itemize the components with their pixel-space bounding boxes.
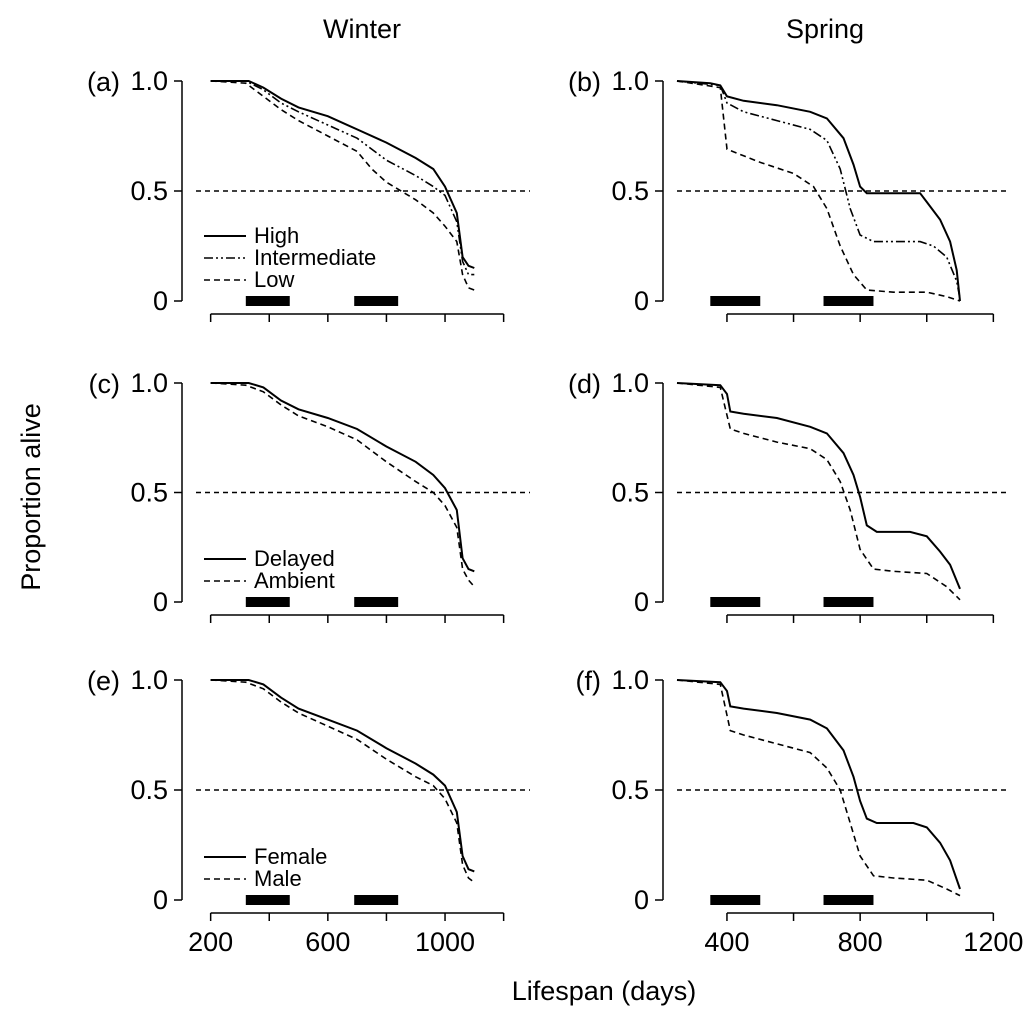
y-tick-label: 0 — [634, 587, 649, 617]
panel-letter: (b) — [568, 67, 601, 97]
x-tick-label: 200 — [188, 927, 233, 957]
series-line-male — [676, 679, 961, 897]
x-tick-label: 600 — [305, 927, 350, 957]
series-line-male — [210, 679, 475, 884]
series-line-ambient — [676, 382, 961, 601]
x-tick-label: 800 — [838, 927, 883, 957]
y-tick-label: 0 — [153, 286, 168, 316]
period-bar — [823, 296, 874, 306]
y-tick-label: 0 — [153, 587, 168, 617]
period-bar — [710, 895, 761, 905]
column-title-spring: Spring — [786, 14, 864, 44]
series-line-delayed — [210, 382, 475, 573]
column-title-winter: Winter — [323, 14, 401, 44]
period-bar — [823, 597, 874, 607]
panel-letter: (c) — [89, 369, 120, 399]
y-tick-label: 1.0 — [130, 665, 168, 695]
period-bar — [710, 597, 761, 607]
y-tick-label: 0.5 — [611, 478, 649, 508]
legend-label: Intermediate — [254, 245, 376, 270]
panel-b: (b) 0 0.5 1.0 — [568, 66, 1010, 322]
panel-f: (f) 0 0.5 1.0 400 800 1200 — [576, 665, 1024, 957]
series-line-intermediate — [210, 80, 475, 276]
panel-d: (d) 0 0.5 1.0 — [568, 368, 1010, 623]
y-tick-label: 0.5 — [130, 478, 168, 508]
y-tick-label: 0.5 — [130, 176, 168, 206]
y-tick-label: 0.5 — [611, 176, 649, 206]
y-tick-label: 1.0 — [611, 368, 649, 398]
x-tick-label: 1000 — [415, 927, 475, 957]
x-tick-label: 400 — [704, 927, 749, 957]
series-line-high — [210, 80, 475, 269]
period-bar — [354, 296, 399, 306]
legend-label: Male — [254, 866, 302, 891]
x-tick-label: 1200 — [963, 927, 1023, 957]
y-tick-label: 1.0 — [611, 66, 649, 96]
legend-label: Delayed — [254, 546, 335, 571]
panel-letter: (d) — [568, 369, 601, 399]
panel-letter: (e) — [87, 666, 120, 696]
panel-letter: (f) — [576, 666, 601, 696]
series-line-female — [676, 679, 961, 890]
x-axis-label: Lifespan (days) — [512, 976, 697, 1006]
period-bar — [823, 895, 874, 905]
y-tick-label: 1.0 — [130, 66, 168, 96]
panels-group: (a)00.51.0HighIntermediateLow(b)00.51.0(… — [87, 66, 1023, 957]
legend-label: Low — [254, 267, 294, 292]
series-line-female — [210, 679, 475, 873]
y-axis-label: Proportion alive — [16, 403, 46, 591]
period-bar — [354, 895, 399, 905]
series-line-intermediate — [676, 80, 961, 299]
legend-label: Female — [254, 844, 327, 869]
y-tick-label: 0.5 — [611, 775, 649, 805]
y-tick-label: 0.5 — [130, 775, 168, 805]
series-line-high — [676, 80, 961, 302]
period-bar — [710, 296, 761, 306]
series-line-ambient — [210, 382, 475, 588]
panel-letter: (a) — [87, 67, 120, 97]
y-tick-label: 1.0 — [611, 665, 649, 695]
period-bar — [245, 895, 290, 905]
legend-label: High — [254, 223, 299, 248]
y-tick-label: 1.0 — [130, 368, 168, 398]
period-bar — [354, 597, 399, 607]
y-tick-label: 0 — [153, 885, 168, 915]
series-line-low — [676, 80, 961, 302]
period-bar — [245, 597, 290, 607]
legend-label: Ambient — [254, 568, 335, 593]
y-tick-label: 0 — [634, 286, 649, 316]
series-line-delayed — [676, 382, 961, 590]
period-bar — [245, 296, 290, 306]
y-tick-label: 0 — [634, 885, 649, 915]
